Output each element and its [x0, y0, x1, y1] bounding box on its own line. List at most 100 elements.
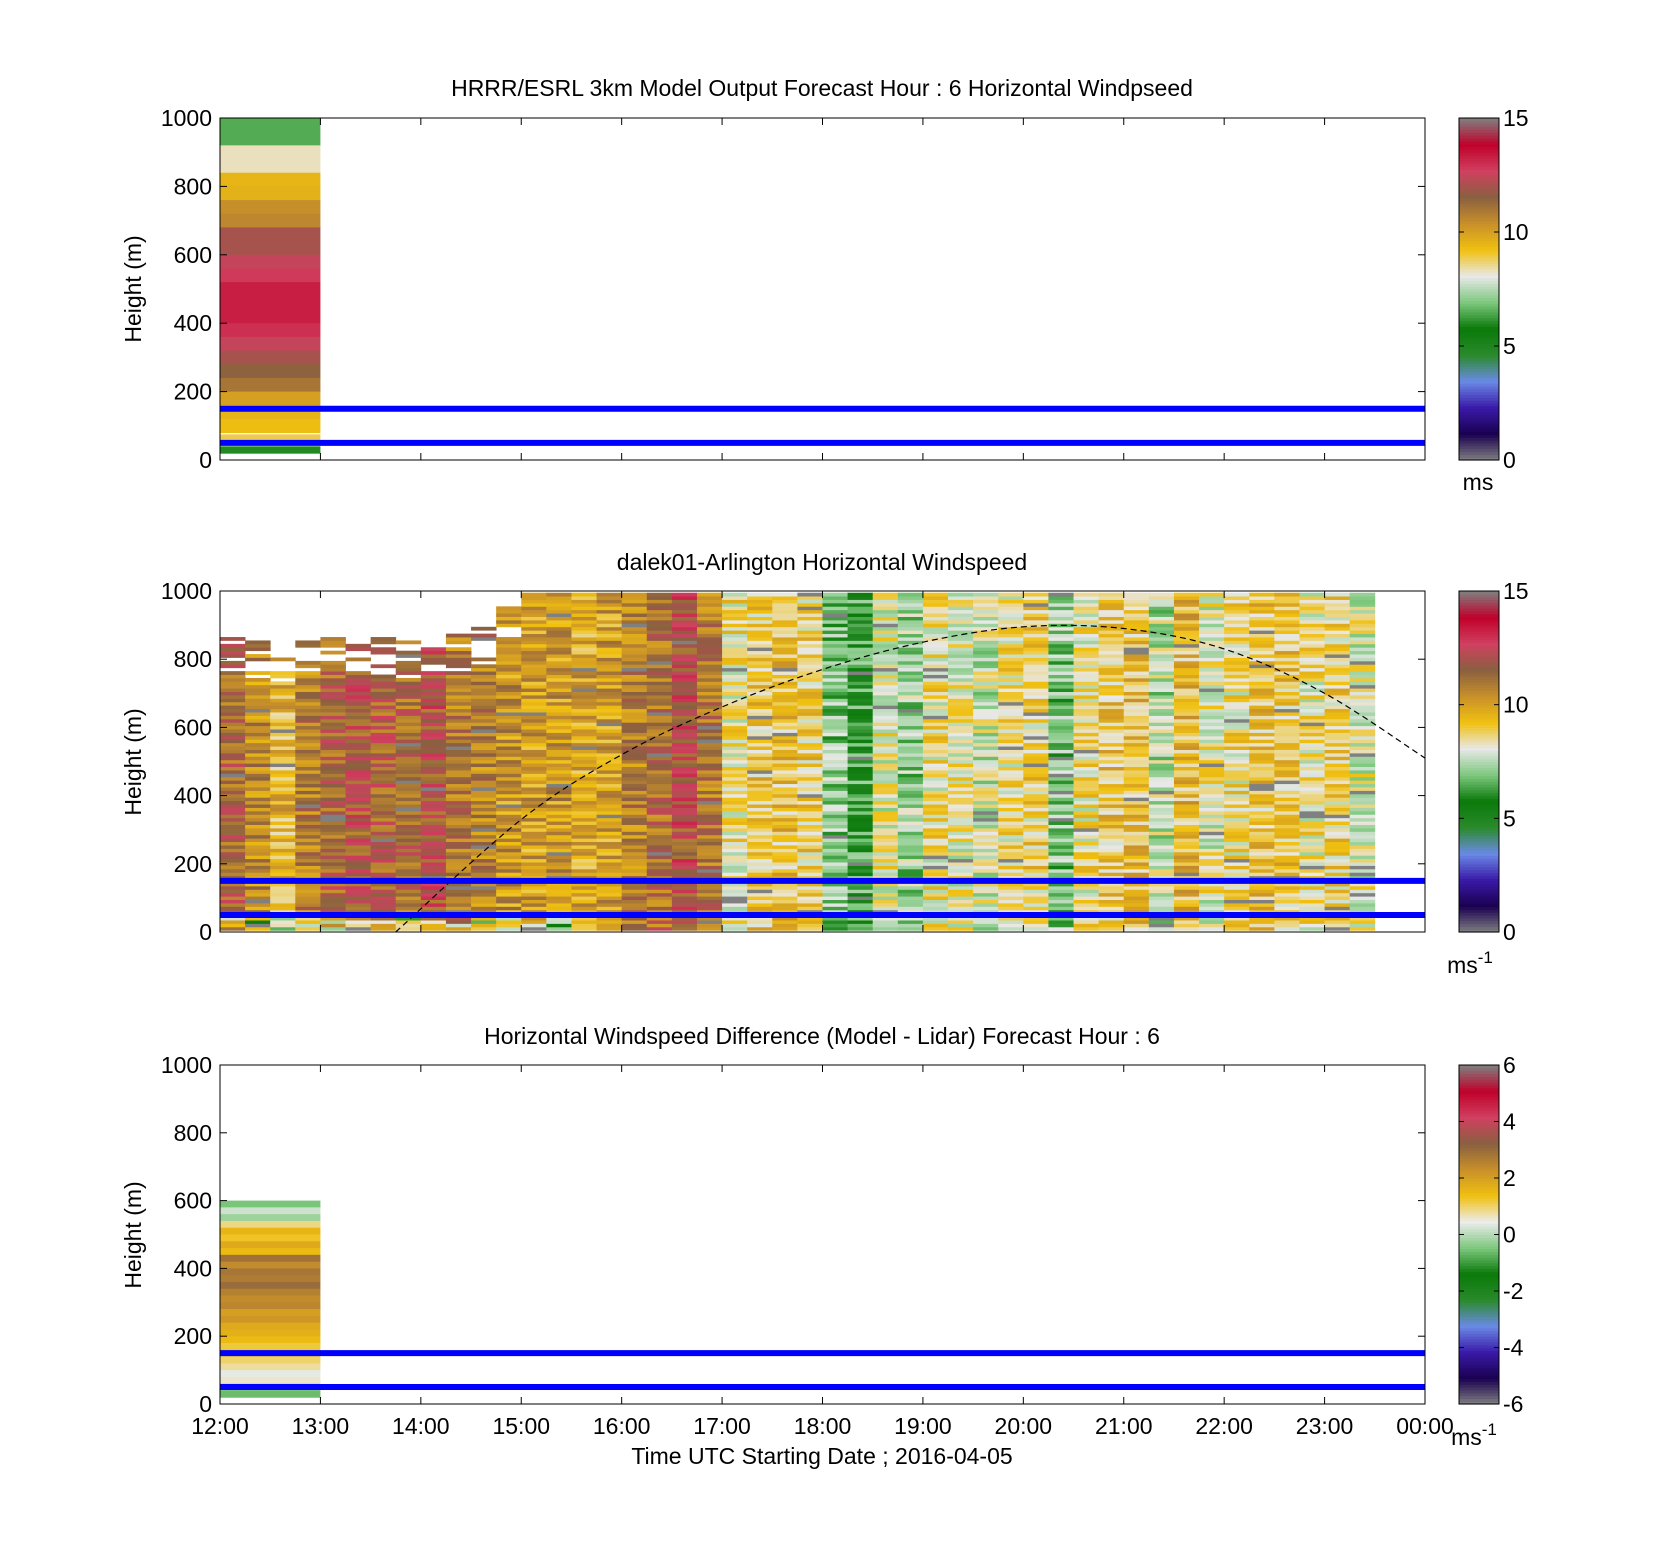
heatmap-cell	[646, 739, 673, 744]
heatmap-cell	[1098, 916, 1125, 921]
heatmap-cell	[1098, 623, 1125, 628]
y-tick-label: 200	[174, 379, 212, 405]
heatmap-cell	[897, 892, 924, 897]
heatmap-cell	[445, 841, 472, 846]
heatmap-cell	[696, 807, 723, 812]
heatmap-cell	[1073, 845, 1100, 849]
heatmap-cell	[571, 742, 597, 747]
colorbar-swatch	[1459, 687, 1499, 692]
heatmap-cell	[973, 763, 999, 768]
heatmap-cell	[1199, 664, 1225, 669]
heatmap-cell	[897, 841, 924, 846]
heatmap-cell	[872, 626, 899, 631]
heatmap-cell	[822, 793, 849, 798]
heatmap-cell	[596, 787, 623, 791]
heatmap-cell	[621, 926, 648, 931]
heatmap-cell	[671, 824, 698, 829]
heatmap-cell	[220, 159, 321, 174]
heatmap-cell	[1098, 701, 1125, 706]
heatmap-cell	[1349, 923, 1376, 928]
heatmap-cell	[897, 626, 924, 631]
heatmap-cell	[671, 599, 698, 604]
heatmap-cell	[1299, 633, 1325, 638]
heatmap-cell	[571, 688, 597, 692]
heatmap-cell	[1023, 916, 1049, 921]
heatmap-cell	[270, 889, 296, 894]
heatmap-cell	[747, 814, 773, 819]
heatmap-cell	[722, 654, 748, 658]
heatmap-cell	[948, 906, 974, 911]
heatmap-cell	[546, 725, 572, 730]
heatmap-cell	[747, 626, 773, 631]
heatmap-cell	[220, 268, 321, 283]
heatmap-cell	[897, 831, 924, 836]
heatmap-cell	[1048, 602, 1074, 607]
heatmap-cell	[1249, 732, 1275, 737]
heatmap-cell	[772, 660, 798, 665]
heatmap-cell	[1098, 759, 1125, 764]
heatmap-cell	[872, 800, 899, 805]
heatmap-cell	[345, 790, 372, 795]
heatmap-cell	[646, 616, 673, 621]
heatmap-cell	[395, 889, 422, 894]
heatmap-cell	[220, 664, 246, 669]
heatmap-cell	[571, 630, 597, 635]
heatmap-cell	[973, 923, 999, 928]
heatmap-cell	[1199, 790, 1225, 795]
colorbar-swatch	[1459, 599, 1499, 603]
heatmap-cell	[521, 800, 547, 805]
heatmap-cell	[897, 742, 924, 747]
heatmap-cell	[897, 677, 924, 682]
colorbar-swatch	[1459, 1274, 1499, 1278]
heatmap-cell	[1299, 827, 1325, 832]
heatmap-cell	[897, 770, 924, 774]
heatmap-cell	[872, 756, 899, 761]
heatmap-cell	[1299, 674, 1325, 679]
colorbar-swatch	[1459, 903, 1499, 908]
heatmap-cell	[270, 834, 296, 839]
heatmap-cell	[772, 766, 798, 771]
heatmap-cell	[546, 920, 572, 924]
heatmap-cell	[646, 899, 673, 904]
heatmap-cell	[998, 759, 1024, 764]
heatmap-cell	[496, 684, 522, 689]
colorbar-swatch	[1459, 824, 1499, 828]
heatmap-cell	[220, 446, 321, 454]
heatmap-cell	[496, 814, 522, 819]
heatmap-cell	[1199, 592, 1225, 597]
colorbar-swatch	[1459, 263, 1499, 267]
heatmap-cell	[220, 698, 246, 703]
heatmap-cell	[696, 647, 723, 652]
heatmap-cell	[270, 882, 296, 887]
heatmap-cell	[370, 909, 397, 914]
heatmap-cell	[445, 749, 472, 754]
heatmap-cell	[1274, 817, 1300, 822]
heatmap-cell	[1098, 688, 1125, 692]
heatmap-cell	[922, 712, 949, 716]
heatmap-cell	[1349, 688, 1376, 692]
heatmap-cell	[1073, 681, 1100, 686]
heatmap-cell	[696, 630, 723, 635]
heatmap-cell	[1098, 923, 1125, 928]
heatmap-cell	[1274, 735, 1300, 740]
heatmap-cell	[998, 899, 1024, 904]
heatmap-cell	[1249, 722, 1275, 727]
colorbar-swatch	[1459, 160, 1499, 165]
heatmap-cell	[1023, 899, 1049, 904]
heatmap-cell	[922, 810, 949, 815]
heatmap-cell	[345, 831, 372, 836]
heatmap-cell	[546, 848, 572, 853]
heatmap-cell	[1148, 868, 1175, 873]
heatmap-cell	[395, 664, 422, 669]
heatmap-cell	[1048, 718, 1074, 723]
heatmap-cell	[1324, 667, 1351, 672]
heatmap-cell	[1173, 793, 1200, 798]
heatmap-cell	[998, 660, 1024, 665]
heatmap-cell	[370, 889, 397, 894]
colorbar-swatch	[1459, 1324, 1499, 1329]
heatmap-cell	[1148, 896, 1175, 901]
heatmap-cell	[245, 851, 271, 856]
heatmap-cell	[270, 701, 296, 706]
heatmap-cell	[445, 674, 472, 679]
